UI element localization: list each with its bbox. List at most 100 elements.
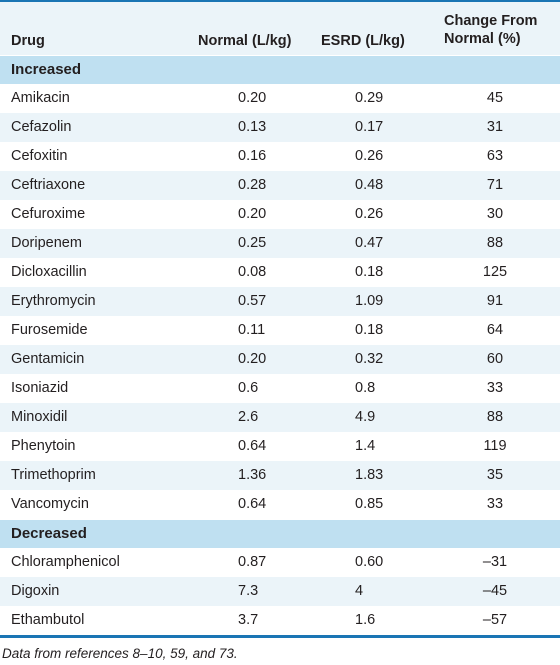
cell-normal: 0.57 — [238, 293, 267, 309]
cell-change: 35 — [486, 467, 504, 483]
volume-of-distribution-table: Drug Normal (L/kg) ESRD (L/kg) Change Fr… — [0, 0, 560, 638]
cell-esrd: 1.09 — [355, 293, 384, 309]
header-change: Change From Normal (%) — [444, 12, 537, 48]
cell-change: 30 — [486, 206, 504, 222]
table-row: Isoniazid 0.6 0.8 33 — [0, 374, 560, 403]
cell-change: 31 — [486, 119, 504, 135]
table-row: Ethambutol 3.7 1.6 –57 — [0, 606, 560, 635]
cell-normal: 7.3 — [238, 583, 259, 599]
cell-normal: 0.08 — [238, 264, 267, 280]
cell-change: 33 — [486, 496, 504, 512]
cell-change: –31 — [482, 554, 508, 570]
cell-drug: Digoxin — [11, 583, 60, 599]
cell-change: 91 — [486, 293, 504, 309]
table-row: Gentamicin 0.20 0.32 60 — [0, 345, 560, 374]
table-row: Amikacin 0.20 0.29 45 — [0, 84, 560, 113]
cell-esrd: 0.18 — [355, 322, 384, 338]
header-normal: Normal (L/kg) — [198, 33, 292, 49]
cell-change: 60 — [486, 351, 504, 367]
cell-esrd: 0.32 — [355, 351, 384, 367]
cell-normal: 0.16 — [238, 148, 267, 164]
cell-change: 125 — [482, 264, 508, 280]
cell-change: 33 — [486, 380, 504, 396]
header-change-line1: Change From — [444, 13, 538, 29]
cell-change: 88 — [486, 409, 504, 425]
cell-drug: Amikacin — [11, 90, 70, 106]
cell-esrd: 1.6 — [355, 612, 376, 628]
cell-normal: 0.20 — [238, 90, 267, 106]
table-row: Phenytoin 0.64 1.4 119 — [0, 432, 560, 461]
section-header: Decreased — [0, 519, 560, 548]
cell-drug: Phenytoin — [11, 438, 76, 454]
header-change-line2: Normal (%) — [444, 31, 521, 47]
cell-drug: Cefazolin — [11, 119, 72, 135]
cell-drug: Cefoxitin — [11, 148, 68, 164]
cell-normal: 0.64 — [238, 496, 267, 512]
cell-esrd: 0.48 — [355, 177, 384, 193]
table-row: Digoxin 7.3 4 –45 — [0, 577, 560, 606]
cell-drug: Gentamicin — [11, 351, 85, 367]
cell-drug: Erythromycin — [11, 293, 96, 309]
table-row: Vancomycin 0.64 0.85 33 — [0, 490, 560, 519]
cell-esrd: 0.18 — [355, 264, 384, 280]
cell-change: –57 — [482, 612, 508, 628]
cell-drug: Trimethoprim — [11, 467, 96, 483]
cell-drug: Ceftriaxone — [11, 177, 86, 193]
table-row: Chloramphenicol 0.87 0.60 –31 — [0, 548, 560, 577]
cell-esrd: 0.8 — [355, 380, 376, 396]
cell-esrd: 0.26 — [355, 206, 384, 222]
table-row: Doripenem 0.25 0.47 88 — [0, 229, 560, 258]
header-esrd: ESRD (L/kg) — [321, 33, 405, 49]
cell-drug: Doripenem — [11, 235, 82, 251]
table-row: Cefuroxime 0.20 0.26 30 — [0, 200, 560, 229]
cell-esrd: 1.83 — [355, 467, 384, 483]
table-row: Cefoxitin 0.16 0.26 63 — [0, 142, 560, 171]
cell-esrd: 4.9 — [355, 409, 376, 425]
table-header: Drug Normal (L/kg) ESRD (L/kg) Change Fr… — [0, 0, 560, 55]
cell-change: 45 — [486, 90, 504, 106]
cell-change: 71 — [486, 177, 504, 193]
cell-normal: 0.13 — [238, 119, 267, 135]
cell-change: 88 — [486, 235, 504, 251]
cell-normal: 3.7 — [238, 612, 259, 628]
cell-esrd: 4 — [355, 583, 364, 599]
cell-normal: 0.20 — [238, 351, 267, 367]
cell-change: 64 — [486, 322, 504, 338]
cell-normal: 2.6 — [238, 409, 259, 425]
table-row: Erythromycin 0.57 1.09 91 — [0, 287, 560, 316]
cell-normal: 1.36 — [238, 467, 267, 483]
cell-change: 119 — [483, 438, 507, 454]
header-drug: Drug — [11, 33, 45, 49]
cell-normal: 0.20 — [238, 206, 267, 222]
cell-drug: Cefuroxime — [11, 206, 86, 222]
cell-normal: 0.87 — [238, 554, 267, 570]
cell-drug: Furosemide — [11, 322, 88, 338]
cell-normal: 0.6 — [238, 380, 259, 396]
cell-drug: Chloramphenicol — [11, 554, 120, 570]
cell-drug: Minoxidil — [11, 409, 68, 425]
table-body: Increased Amikacin 0.20 0.29 45 Cefazolin 0.13… — [0, 55, 560, 635]
section-header: Increased — [0, 55, 560, 84]
cell-change: 63 — [486, 148, 504, 164]
cell-normal: 0.25 — [238, 235, 267, 251]
table-row: Trimethoprim 1.36 1.83 35 — [0, 461, 560, 490]
cell-esrd: 0.60 — [355, 554, 384, 570]
cell-esrd: 0.17 — [355, 119, 384, 135]
table-row: Ceftriaxone 0.28 0.48 71 — [0, 171, 560, 200]
cell-esrd: 1.4 — [355, 438, 376, 454]
table-row: Furosemide 0.11 0.18 64 — [0, 316, 560, 345]
cell-drug: Ethambutol — [11, 612, 85, 628]
table-row: Cefazolin 0.13 0.17 31 — [0, 113, 560, 142]
cell-drug: Isoniazid — [11, 380, 69, 396]
cell-drug: Vancomycin — [11, 496, 89, 512]
cell-esrd: 0.47 — [355, 235, 384, 251]
cell-normal: 0.11 — [238, 322, 266, 338]
cell-change: –45 — [482, 583, 508, 599]
cell-normal: 0.28 — [238, 177, 267, 193]
cell-esrd: 0.26 — [355, 148, 384, 164]
bottom-rule — [0, 635, 560, 638]
cell-drug: Dicloxacillin — [11, 264, 87, 280]
cell-normal: 0.64 — [238, 438, 267, 454]
cell-esrd: 0.29 — [355, 90, 384, 106]
table-row: Minoxidil 2.6 4.9 88 — [0, 403, 560, 432]
